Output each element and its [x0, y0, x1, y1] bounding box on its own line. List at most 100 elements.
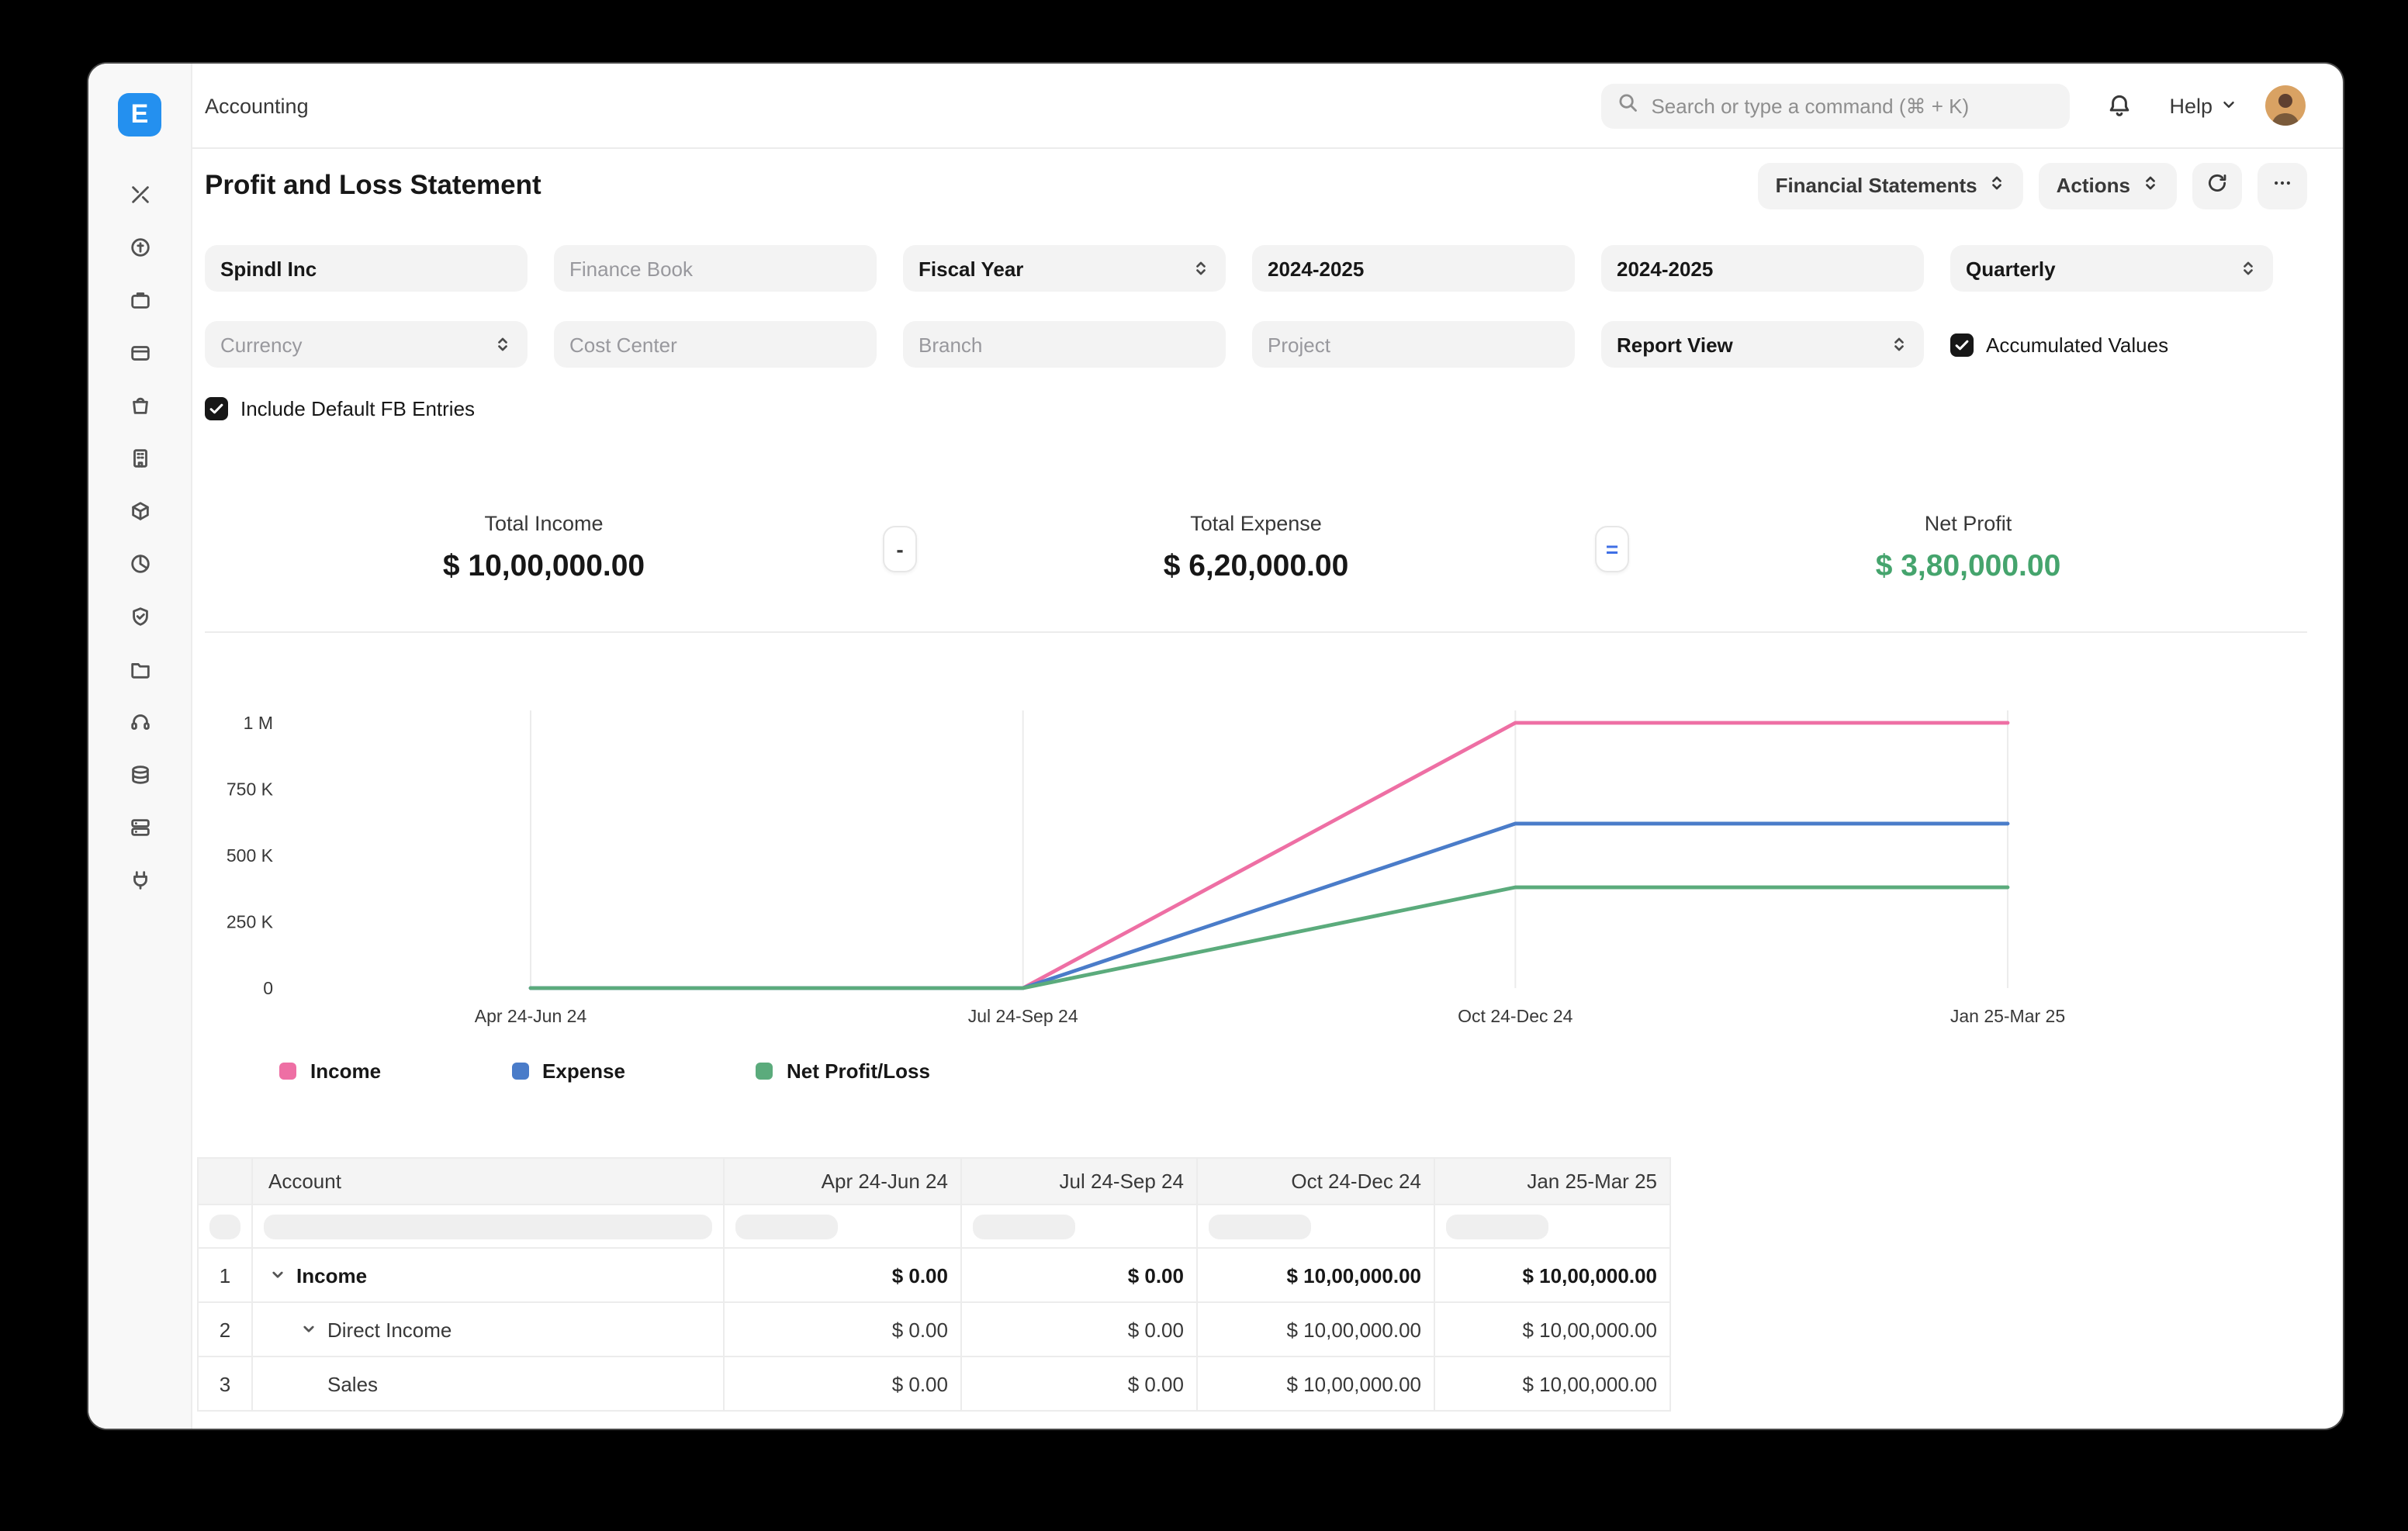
expense-swatch-icon [511, 1063, 529, 1080]
legend-item-net-profit[interactable]: Net Profit/Loss [756, 1059, 930, 1083]
legend-label: Net Profit/Loss [787, 1059, 930, 1083]
account-name: Sales [327, 1372, 379, 1395]
refresh-button[interactable] [2192, 162, 2242, 209]
svg-text:Jul 24-Sep 24: Jul 24-Sep 24 [968, 1006, 1078, 1026]
select-updown-icon [2239, 259, 2258, 278]
column-header-q2[interactable]: Jul 24-Sep 24 [960, 1157, 1198, 1205]
legend-label: Expense [542, 1059, 625, 1083]
help-menu[interactable]: Help [2169, 94, 2237, 117]
svg-text:500 K: 500 K [227, 845, 274, 866]
project-field[interactable]: Project [1252, 321, 1575, 368]
collapse-chevron-icon[interactable] [299, 1320, 318, 1339]
table-row-direct-income[interactable]: 2 Direct Income $ 0.00 $ 0.00 $ 10,00,00… [197, 1301, 1671, 1357]
svg-text:1 M: 1 M [244, 713, 273, 733]
report-group-label: Financial Statements [1775, 174, 1977, 197]
q4-filter-input[interactable] [1446, 1214, 1548, 1239]
svg-text:0: 0 [263, 978, 273, 998]
report-view-select[interactable]: Report View [1601, 321, 1924, 368]
include-default-fb-label: Include Default FB Entries [240, 397, 476, 420]
app-sidebar: E [88, 64, 192, 1429]
headset-icon[interactable] [119, 701, 160, 741]
currency-select[interactable]: Currency [205, 321, 528, 368]
select-updown-icon [1890, 335, 1908, 354]
summary-label: Net Profit [1924, 512, 2012, 535]
global-search[interactable] [1601, 83, 2071, 128]
from-fiscal-year-field[interactable]: 2024-2025 [1252, 245, 1575, 292]
card-icon[interactable] [119, 332, 160, 372]
column-header-q3[interactable]: Oct 24-Dec 24 [1196, 1157, 1435, 1205]
avatar[interactable] [2265, 85, 2306, 126]
report-group-select[interactable]: Financial Statements [1758, 162, 2024, 209]
plug-icon[interactable] [119, 859, 160, 900]
pie-chart-icon[interactable] [119, 543, 160, 583]
account-filter-input[interactable] [264, 1214, 712, 1239]
summary-total-expense: Total Expense $ 6,20,000.00 [917, 512, 1595, 585]
company-field[interactable]: Spindl Inc [205, 245, 528, 292]
cell-value: $ 0.00 [960, 1247, 1198, 1303]
column-header-q1[interactable]: Apr 24-Jun 24 [723, 1157, 962, 1205]
summary-total-income: Total Income $ 10,00,000.00 [205, 512, 883, 585]
branch-field[interactable]: Branch [903, 321, 1226, 368]
row-index: 2 [197, 1301, 253, 1357]
to-fiscal-year-value: 2024-2025 [1617, 257, 1714, 280]
income-swatch-icon [279, 1063, 296, 1080]
collapse-chevron-icon[interactable] [268, 1266, 287, 1284]
svg-text:250 K: 250 K [227, 912, 274, 932]
cell-value: $ 10,00,000.00 [1434, 1301, 1671, 1357]
column-header-q4[interactable]: Jan 25-Mar 25 [1434, 1157, 1671, 1205]
more-menu-button[interactable] [2258, 162, 2307, 209]
search-input[interactable] [1651, 94, 2055, 117]
folder-icon[interactable] [119, 648, 160, 689]
table-row-income[interactable]: 1 Income $ 0.00 $ 0.00 $ 10,00,000.00 $ … [197, 1247, 1671, 1303]
filter-row-1: Spindl Inc Finance Book Fiscal Year 2024… [205, 245, 2307, 292]
finance-book-placeholder: Finance Book [569, 257, 693, 280]
finance-book-field[interactable]: Finance Book [554, 245, 877, 292]
report-summary: Total Income $ 10,00,000.00 - Total Expe… [205, 461, 2307, 633]
periodicity-select[interactable]: Quarterly [1950, 245, 2273, 292]
select-updown-icon [1988, 174, 2007, 197]
summary-net-profit: Net Profit $ 3,80,000.00 [1629, 512, 2307, 585]
profit-loss-chart: Apr 24-Jun 24 Jul 24-Sep 24 Oct 24-Dec 24 J… [205, 698, 2307, 1083]
layers-icon[interactable] [119, 754, 160, 794]
shopping-bag-icon[interactable] [119, 385, 160, 425]
index-filter-input[interactable] [209, 1214, 240, 1239]
account-name: Direct Income [327, 1318, 452, 1341]
include-default-fb-checkbox[interactable]: Include Default FB Entries [205, 397, 475, 420]
table-row-sales[interactable]: 3 Sales $ 0.00 $ 0.00 $ 10,00,000.00 $ 1… [197, 1356, 1671, 1412]
summary-value: $ 6,20,000.00 [1163, 549, 1349, 583]
briefcase-icon[interactable] [119, 279, 160, 320]
line-chart: Apr 24-Jun 24 Jul 24-Sep 24 Oct 24-Dec 24 J… [227, 710, 2065, 1026]
index-column-header [197, 1157, 253, 1205]
app-logo[interactable]: E [118, 93, 161, 137]
table-header-row: Account Apr 24-Jun 24 Jul 24-Sep 24 Oct … [197, 1157, 1671, 1205]
refresh-icon [2206, 172, 2228, 199]
accumulated-values-checkbox[interactable]: Accumulated Values [1950, 333, 2168, 356]
cost-center-field[interactable]: Cost Center [554, 321, 877, 368]
periodicity-value: Quarterly [1966, 257, 2056, 280]
q3-filter-input[interactable] [1209, 1214, 1311, 1239]
report-table: Account Apr 24-Jun 24 Jul 24-Sep 24 Oct … [197, 1157, 2307, 1412]
legend-item-income[interactable]: Income [279, 1059, 381, 1083]
period-basis-select[interactable]: Fiscal Year [903, 245, 1226, 292]
cell-value: $ 10,00,000.00 [1196, 1301, 1435, 1357]
q1-filter-input[interactable] [735, 1214, 838, 1239]
tools-icon[interactable] [119, 174, 160, 214]
branch-placeholder: Branch [919, 333, 983, 356]
server-icon[interactable] [119, 807, 160, 847]
legend-item-expense[interactable]: Expense [511, 1059, 625, 1083]
to-fiscal-year-field[interactable]: 2024-2025 [1601, 245, 1924, 292]
from-fiscal-year-value: 2024-2025 [1268, 257, 1365, 280]
building-icon[interactable] [119, 437, 160, 478]
package-icon[interactable] [119, 490, 160, 530]
sidebar-icon-rail [119, 174, 160, 912]
select-updown-icon [493, 335, 512, 354]
column-header-account[interactable]: Account [251, 1157, 725, 1205]
cell-value: $ 0.00 [723, 1301, 962, 1357]
summary-label: Total Expense [1190, 512, 1322, 535]
coins-icon[interactable] [119, 226, 160, 267]
notifications-bell-icon[interactable] [2098, 84, 2141, 127]
shield-check-icon[interactable] [119, 596, 160, 636]
q2-filter-input[interactable] [973, 1214, 1075, 1239]
breadcrumb[interactable]: Accounting [205, 94, 309, 117]
actions-select[interactable]: Actions [2039, 162, 2177, 209]
